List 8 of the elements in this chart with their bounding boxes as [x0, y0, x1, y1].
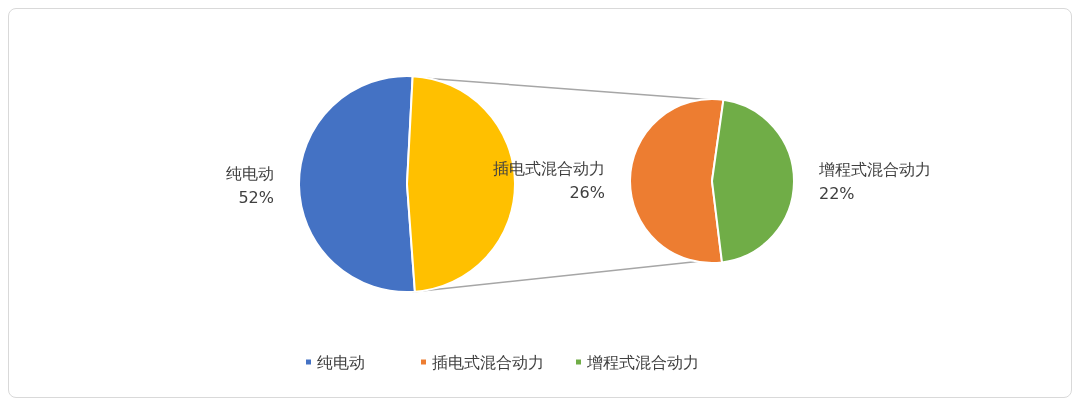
data-label: 22%	[819, 184, 855, 204]
data-label: 26%	[569, 182, 605, 202]
legend-label: 纯电动	[317, 352, 365, 372]
slice-label: 纯电动	[226, 163, 275, 183]
legend-label: 插电式混合动力	[432, 352, 544, 372]
legend-label: 增程式混合动力	[586, 352, 699, 372]
data-label: 52%	[238, 187, 275, 207]
slice-label: 增程式混合动力	[818, 160, 931, 180]
